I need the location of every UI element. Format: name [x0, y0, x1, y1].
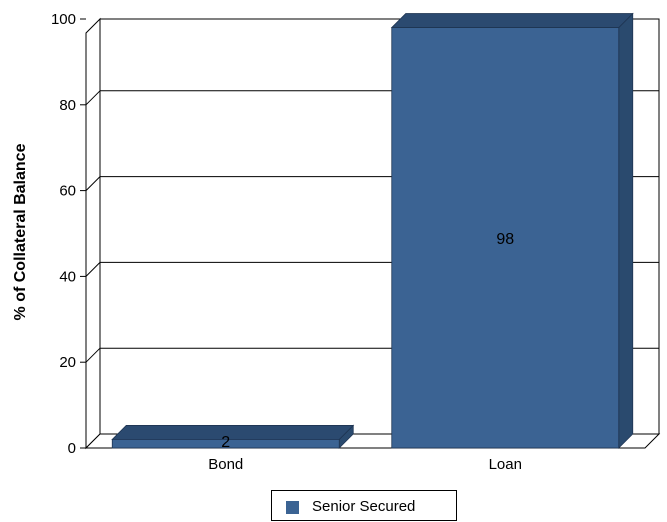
y-tick-label: 20: [59, 354, 76, 371]
category-label-loan: Loan: [489, 456, 522, 473]
bar-top: [392, 14, 633, 28]
bar-loan: 98: [392, 14, 633, 448]
y-tick-label: 100: [51, 11, 76, 28]
y-axis-ticks: 0 20 40 60 80 100: [51, 11, 86, 457]
legend-label-senior-secured: Senior Secured: [312, 498, 415, 515]
y-axis-title: % of Collateral Balance: [12, 143, 29, 320]
left-wall: [86, 19, 100, 448]
y-tick-label: 80: [59, 97, 76, 114]
bar-chart: 0 20 40 60 80 100 2 98 Bond Loan % of Collatera…: [0, 0, 667, 490]
legend: Senior Secured: [271, 490, 457, 521]
legend-swatch-senior-secured: [286, 501, 299, 514]
bar-side: [619, 14, 633, 448]
data-label: 2: [221, 434, 230, 451]
y-tick-label: 60: [59, 183, 76, 200]
y-tick-label: 40: [59, 268, 76, 285]
data-label: 98: [496, 231, 514, 248]
y-tick-label: 0: [68, 440, 76, 457]
x-axis-labels: Bond Loan: [208, 456, 522, 473]
bar-bond: 2: [112, 425, 353, 451]
bar-top: [112, 425, 353, 439]
category-label-bond: Bond: [208, 456, 243, 473]
